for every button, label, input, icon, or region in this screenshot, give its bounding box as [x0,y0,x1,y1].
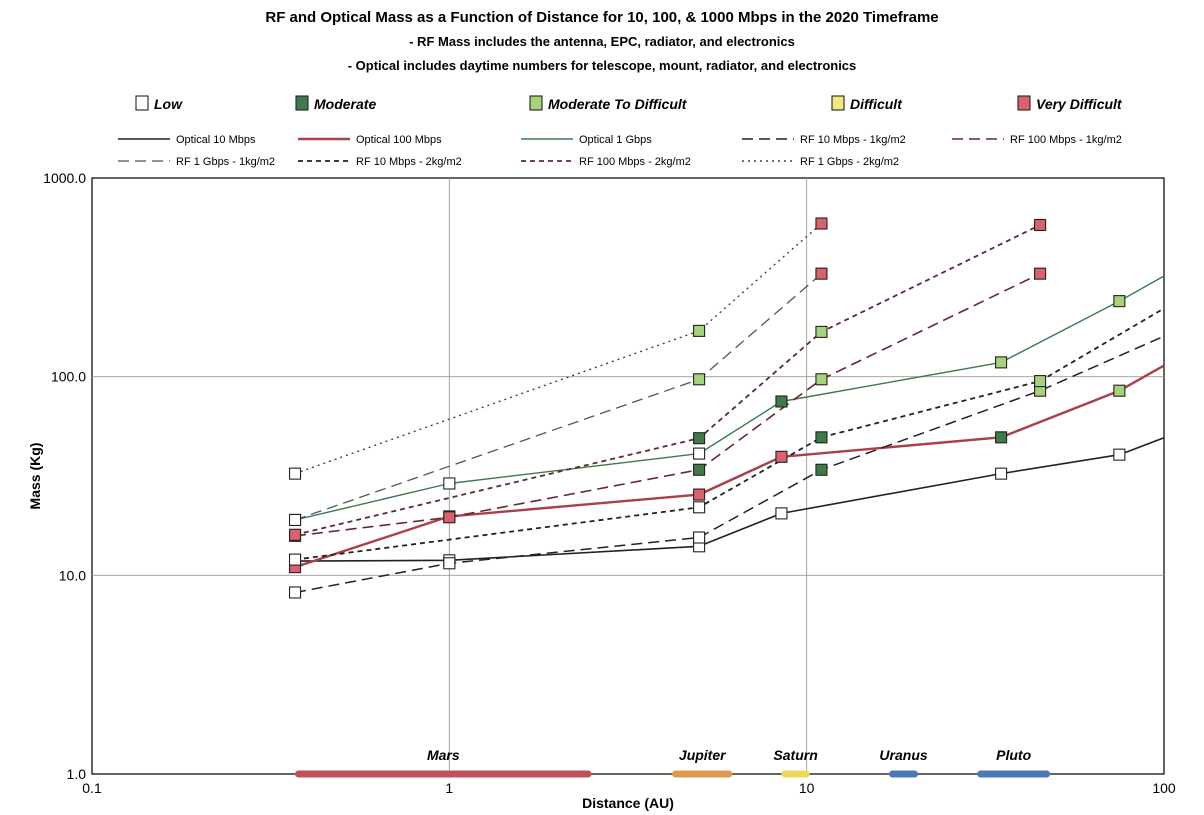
y-tick-label: 1.0 [67,766,87,782]
data-point [815,373,828,386]
data-point [288,467,302,480]
legend-category-label: Very Difficult [1036,96,1123,112]
data-point [775,507,788,520]
legend-series-label: RF 100 Mbps - 1kg/m2 [1010,134,1122,146]
data-point [288,528,302,541]
x-axis-title: Distance (AU) [582,795,674,811]
legend-category-label: Moderate To Difficult [548,96,688,112]
y-tick-label: 10.0 [59,567,86,583]
x-tick-label: 10 [799,780,815,796]
data-point [815,463,828,476]
planet-label: Jupiter [679,747,727,763]
legend-swatch [135,95,149,111]
data-point [1034,375,1047,388]
planet-band [977,770,1051,778]
legend-series-label: Optical 1 Gbps [579,134,652,146]
y-axis-title: Mass (Kg) [27,443,43,510]
data-point [815,217,828,230]
planet-band [781,770,810,778]
legend-series-label: Optical 100 Mbps [356,134,442,146]
data-point [815,267,828,280]
legend-series-label: RF 10 Mbps - 1kg/m2 [800,134,906,146]
legend-category-label: Moderate [314,96,376,112]
axis-ticks: 1.0 10.0 100.0 1000.0 0.1 1 10 100 [43,170,1176,796]
planet-band [295,770,592,778]
data-point [693,324,706,337]
series-line [294,275,1165,521]
data-point [443,557,456,570]
data-point [775,450,788,463]
series-line [294,307,1165,561]
chart-title: RF and Optical Mass as a Function of Dis… [265,9,938,26]
data-point [443,511,456,524]
x-tick-label: 0.1 [82,780,102,796]
planet-label: Mars [427,747,460,763]
planet-band [672,770,733,778]
data-point [1034,267,1047,280]
data-point [693,432,706,445]
gridlines [92,178,1164,774]
x-tick-label: 1 [445,780,453,796]
legend-swatch [1017,95,1031,111]
legend-category-label: Low [154,96,183,112]
legend-swatch [295,95,309,111]
difficulty-legend: Low Moderate Moderate To Difficult Difficul… [135,95,1123,112]
legend-series-label: RF 10 Mbps - 2kg/m2 [356,156,462,168]
legend-series-label: Optical 10 Mbps [176,134,256,146]
data-point [693,447,706,460]
legend-series-label: RF 100 Mbps - 2kg/m2 [579,156,691,168]
series-line [294,224,1041,536]
data-point [693,488,706,501]
planet-band [889,770,919,778]
data-point [1034,218,1047,232]
planet-label: Saturn [773,747,817,763]
series-line [294,335,1165,594]
legend-series-label: RF 1 Gbps - 1kg/m2 [176,156,275,168]
data-point [995,467,1008,480]
data-point [815,431,828,444]
series-markers [288,217,1126,599]
data-point [1113,448,1126,461]
legend-series-label: RF 1 Gbps - 2kg/m2 [800,156,899,168]
series-legend: Optical 10 Mbps Optical 100 Mbps Optical 1… [118,134,1122,168]
y-tick-label: 100.0 [51,369,86,385]
planet-label: Uranus [879,747,927,763]
planet-label: Pluto [996,747,1031,763]
plot-area: Mars Jupiter Saturn Uranus Pluto [91,177,1165,778]
plot-frame [91,177,1165,775]
series-line [294,273,822,521]
chart-subtitle-rf: - RF Mass includes the antenna, EPC, rad… [409,34,795,49]
data-point [693,463,706,476]
data-point [693,531,706,544]
data-point [288,586,302,599]
x-tick-label: 100 [1152,780,1176,796]
legend-swatch [529,95,543,111]
series-line [294,437,1165,562]
series-line [294,222,822,475]
data-point [1113,295,1126,308]
data-point [1113,384,1126,397]
planet-bands: Mars Jupiter Saturn Uranus Pluto [295,747,1051,778]
data-point [288,513,302,527]
data-point [995,431,1008,444]
legend-swatch [831,95,845,111]
legend-category-label: Difficult [850,96,903,112]
data-point [815,325,828,338]
y-tick-label: 1000.0 [43,170,86,186]
series-lines [294,222,1165,594]
data-point [288,553,302,566]
data-point [995,356,1008,369]
data-point [693,501,706,514]
data-point [775,395,788,408]
chart-subtitle-optical: - Optical includes daytime numbers for t… [348,58,857,73]
data-point [693,373,706,386]
data-point [443,477,456,490]
series-line [294,364,1165,569]
